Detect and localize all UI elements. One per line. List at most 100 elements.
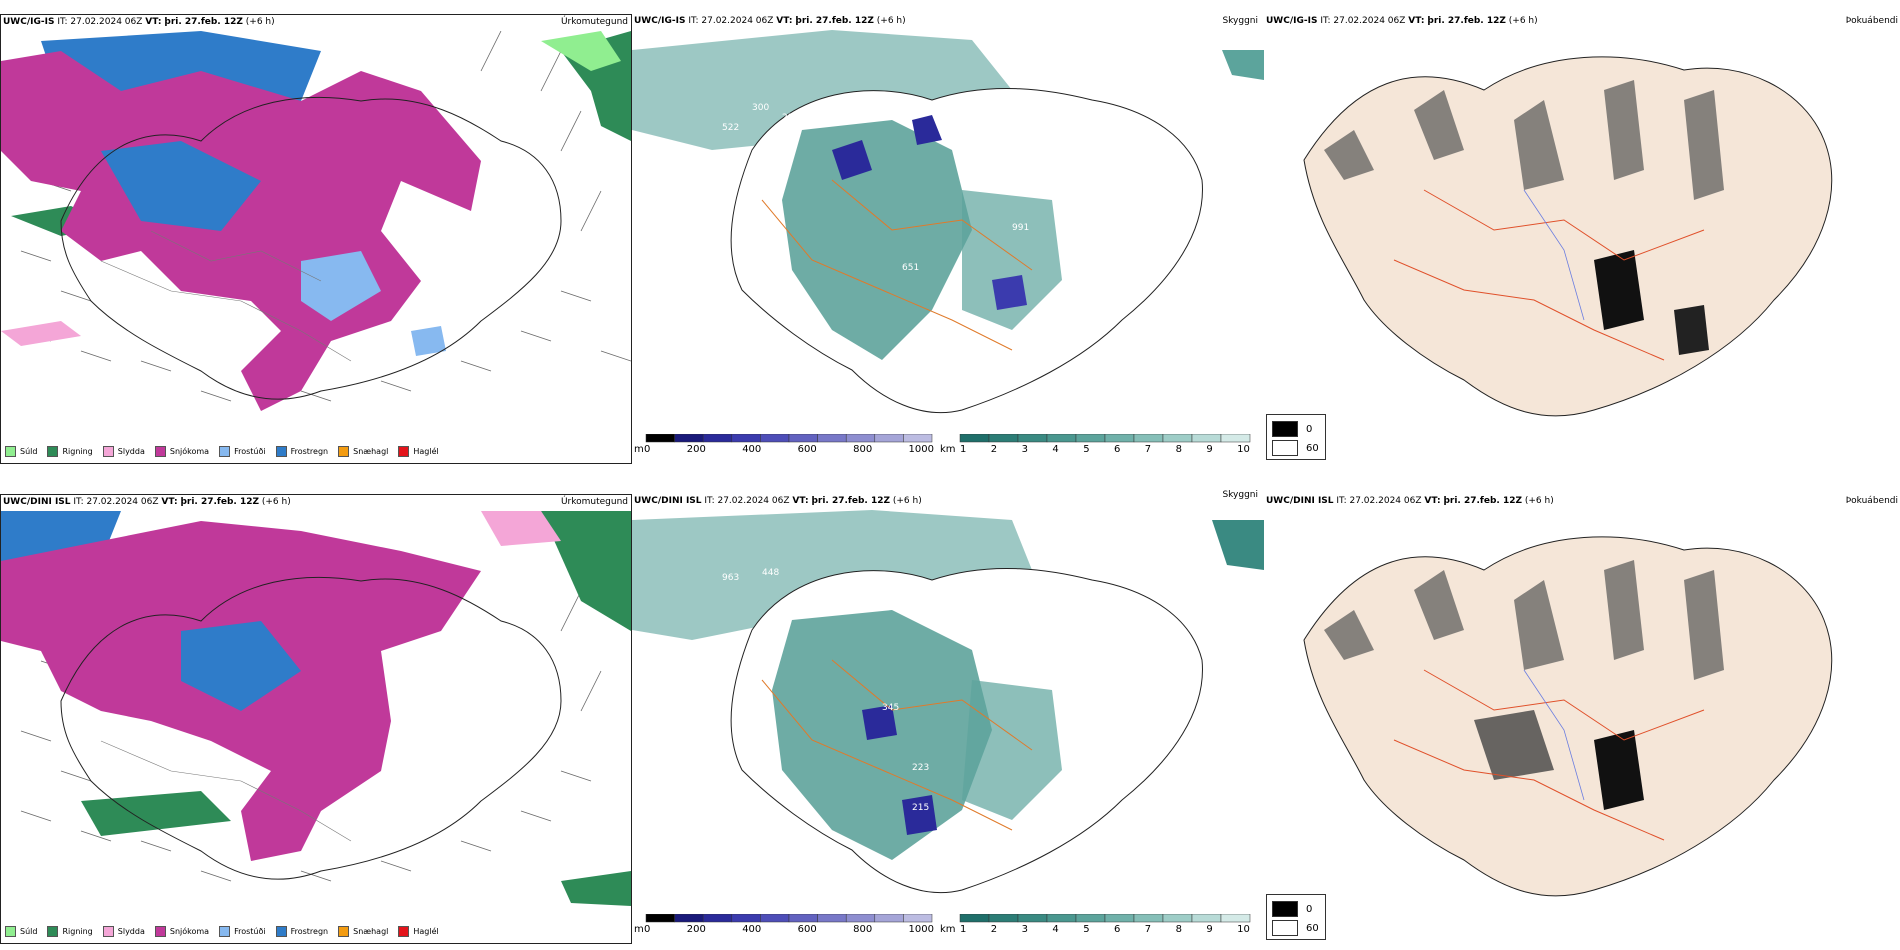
legend-swatch (338, 446, 350, 457)
legend-item-freezing-rain: Frostregn (275, 926, 328, 937)
legend-swatch (219, 446, 231, 457)
colorbar-segment (817, 433, 847, 443)
fog-legend-row: 0 (1272, 901, 1312, 917)
colorbar-km-ticks: 1 2 3 4 5 6 7 8 9 10 (960, 444, 1250, 455)
very-low-visibility (992, 275, 1027, 310)
city-label: 217 (782, 113, 799, 123)
precip-map-top (1, 31, 631, 411)
river-lines (1523, 189, 1585, 321)
city-label: 345 (882, 703, 899, 713)
panel-title: Þokuábendi (1845, 16, 1898, 26)
visibility-map-top: 300 217 522 651 60 991 (632, 30, 1264, 414)
visibility-colorbar-m: m 0 200 400 600 800 1000 (634, 913, 934, 936)
legend-item-freezing-rain: Frostregn (275, 446, 328, 457)
river-lines (1523, 669, 1585, 801)
fog-legend-swatch (1272, 920, 1298, 936)
legend-swatch (5, 926, 16, 937)
panel-header: UWC/IG-IS IT: 27.02.2024 06Z VT: þri. 27… (3, 17, 275, 27)
legend-swatch (338, 926, 350, 937)
colorbar-m-swatches (645, 913, 933, 923)
precip-type-panel-bottom: UWC/DINI ISL IT: 27.02.2024 06Z VT: þri.… (0, 494, 632, 944)
city-label: 300 (752, 103, 769, 113)
sleet-area (1, 321, 81, 346)
rain-area (541, 511, 631, 631)
iceland-outline (60, 96, 562, 400)
fog-legend-swatch (1272, 901, 1298, 917)
legend-item-freezing-drizzle: Frostúði (219, 446, 266, 457)
colorbar-unit-m: m (634, 924, 644, 935)
fog-map-top (1303, 56, 1833, 417)
colorbar-segment (702, 433, 733, 443)
colorbar-segment (1075, 914, 1106, 923)
legend-item-rain: Rigning (47, 926, 93, 937)
colorbar-segment (1133, 434, 1164, 443)
colorbar-segment (959, 914, 990, 923)
city-label: 215 (912, 803, 929, 813)
fog-legend-row: 60 (1272, 920, 1319, 936)
very-low-visibility (862, 705, 897, 740)
iceland-outline (60, 576, 562, 880)
city-label: 991 (1012, 223, 1029, 233)
low-visibility-area (962, 680, 1062, 820)
panel-header: UWC/DINI ISL IT: 27.02.2024 06Z VT: þri.… (1266, 496, 1554, 506)
very-low-visibility (902, 795, 937, 835)
legend-item-sleet: Slydda (102, 926, 145, 937)
precip-legend: Súld Rigning Slydda Snjókoma Frostúði Fr… (5, 926, 439, 937)
city-label: 963 (722, 573, 739, 583)
colorbar-km-ticks: 1 2 3 4 5 6 7 8 9 10 (960, 924, 1250, 935)
snow-area (1, 51, 481, 411)
colorbar-segment (1162, 914, 1193, 923)
colorbar-km-swatches (959, 914, 1251, 923)
colorbar-segment (988, 434, 1019, 443)
legend-swatch (219, 926, 231, 937)
freezing-rain-area (181, 621, 301, 711)
colorbar-segment (1075, 434, 1106, 443)
low-visibility-area (782, 120, 972, 360)
colorbar-segment (674, 433, 704, 443)
city-label: 651 (902, 263, 919, 273)
colorbar-segment (959, 434, 990, 443)
legend-swatch (47, 446, 59, 457)
iceland-outline (1303, 56, 1833, 417)
fog-shading (1594, 250, 1644, 330)
legend-item-snow-pellets: Snæhagl (338, 446, 388, 457)
colorbar-segment (645, 433, 675, 443)
precip-map-bottom (1, 511, 631, 906)
freezing-rain-area (101, 141, 261, 231)
colorbar-segment (874, 913, 904, 923)
colorbar-segment (874, 433, 904, 443)
legend-swatch (5, 446, 16, 457)
city-label: 223 (912, 763, 929, 773)
visibility-colorbar-m: m 0 200 400 600 800 1000 (634, 433, 934, 456)
panel-header: UWC/IG-IS IT: 27.02.2024 06Z VT: þri. 27… (1266, 16, 1538, 26)
fog-legend: 0 60 (1266, 894, 1326, 940)
precip-type-panel-top: UWC/IG-IS IT: 27.02.2024 06Z VT: þri. 27… (0, 14, 632, 464)
colorbar-unit-km: km (940, 444, 956, 455)
precip-legend: Súld Rigning Slydda Snjókoma Frostúði Fr… (5, 446, 439, 457)
visibility-map-bottom: 963 448 345 223 215 (632, 510, 1264, 894)
fog-panel-top: UWC/IG-IS IT: 27.02.2024 06Z VT: þri. 27… (1264, 14, 1900, 464)
legend-swatch (275, 446, 287, 457)
panel-title: Skyggni (1222, 490, 1258, 500)
visibility-colorbar-km: km 1 2 3 4 5 6 7 8 9 10 (940, 434, 1251, 456)
freezing-drizzle-area (411, 326, 446, 356)
colorbar-km-swatches (959, 434, 1251, 443)
fog-shading (1324, 560, 1724, 680)
very-low-visibility (832, 140, 872, 180)
colorbar-segment (1046, 434, 1077, 443)
sleet-area (481, 511, 561, 546)
fog-shading (1674, 305, 1709, 355)
legend-swatch (275, 926, 287, 937)
road-lines (761, 659, 1033, 831)
legend-item-drizzle: Súld (5, 926, 37, 937)
colorbar-segment (1017, 434, 1048, 443)
fog-panel-bottom: UWC/DINI ISL IT: 27.02.2024 06Z VT: þri.… (1264, 494, 1900, 944)
legend-swatch (102, 446, 114, 457)
legend-swatch (154, 446, 166, 457)
iceland-outline (1303, 536, 1833, 897)
legend-item-hail: Haglél (398, 926, 439, 937)
visibility-panel-top: UWC/IG-IS IT: 27.02.2024 06Z VT: þri. 27… (632, 14, 1264, 464)
panel-header: UWC/DINI ISL IT: 27.02.2024 06Z VT: þri.… (634, 496, 922, 506)
colorbar-segment (702, 913, 733, 923)
rain-area (81, 791, 231, 836)
